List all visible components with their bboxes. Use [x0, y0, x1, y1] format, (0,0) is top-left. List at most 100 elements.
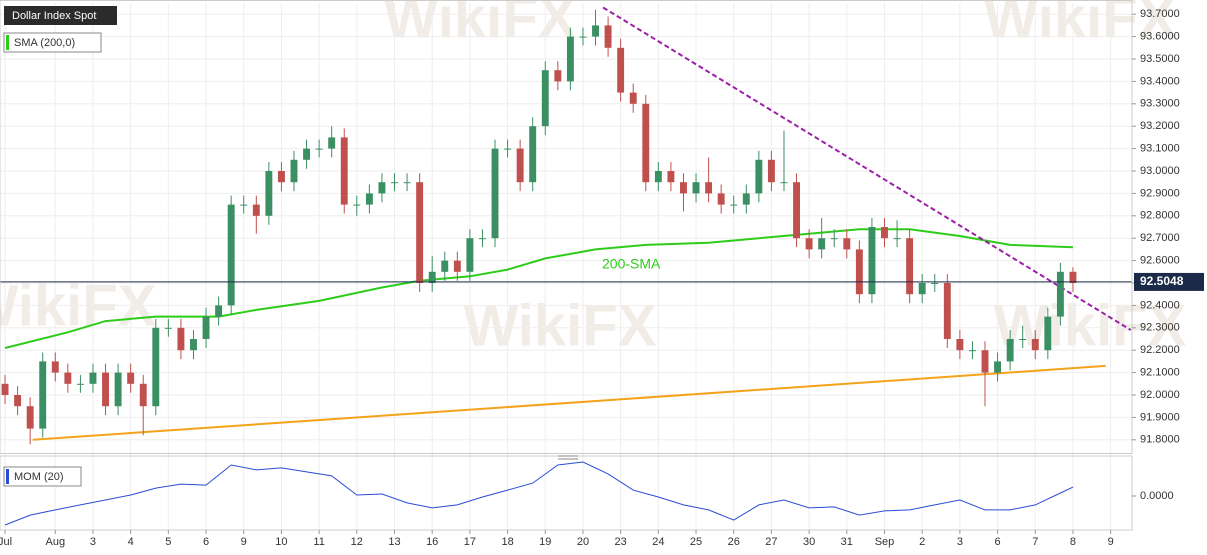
candle-body [340, 137, 348, 205]
mom-legend-swatch [6, 469, 9, 484]
y-tick-label: 93.4000 [1140, 75, 1180, 87]
last-price-label: 92.5048 [1140, 274, 1184, 288]
candle-body [353, 204, 361, 206]
sma-legend-swatch [6, 35, 9, 50]
x-tick-label: 12 [351, 536, 363, 548]
candle-body [855, 249, 863, 295]
candle-body [177, 327, 185, 351]
x-tick-label: 9 [1108, 536, 1114, 548]
candle-body [604, 25, 612, 48]
x-tick-label: 8 [1070, 536, 1076, 548]
candle-body [453, 260, 461, 272]
watermark: WikiFX [464, 293, 657, 358]
candle-body [994, 361, 1002, 373]
x-tick-label: 16 [426, 536, 438, 548]
candle-body [478, 238, 486, 240]
last-price-box [1134, 272, 1204, 291]
candle-body [152, 327, 160, 407]
candle-body [491, 148, 499, 239]
candle-body [76, 383, 84, 385]
candle-body [579, 36, 587, 38]
candle-body [466, 238, 474, 272]
candle-body [566, 36, 574, 82]
candle-body [730, 204, 738, 206]
candle-body [516, 148, 524, 183]
sma-legend-box [3, 32, 102, 53]
y-tick-label: 93.6000 [1140, 31, 1180, 43]
watermark: WikiFX [984, 0, 1177, 50]
candle-body [190, 339, 197, 351]
candle-body [918, 283, 926, 295]
candle-body [265, 171, 273, 216]
candle-body [328, 137, 336, 149]
candle-body [541, 70, 549, 127]
y-tick-label: 93.5000 [1140, 53, 1180, 65]
candle-body [403, 182, 411, 184]
candle-body [102, 372, 109, 407]
candle-body [89, 372, 97, 384]
x-tick-label: 25 [690, 536, 702, 548]
y-tick-label: 92.2000 [1140, 344, 1180, 356]
candle-body [554, 70, 562, 82]
candle-body [1056, 271, 1064, 317]
candle-body [767, 159, 775, 183]
candle-body [906, 238, 914, 295]
sma-legend: SMA (200,0) [14, 37, 75, 49]
candle-body [315, 148, 323, 150]
candle-body [881, 227, 888, 239]
y-tick-label: 92.1000 [1140, 367, 1180, 379]
title-box [4, 6, 117, 25]
candle-body [805, 238, 813, 250]
y-tick-label: 93.7000 [1140, 8, 1180, 20]
candle-body [654, 171, 662, 183]
x-tick-label: 31 [841, 536, 853, 548]
candle-body [1044, 316, 1052, 351]
x-tick-label: 6 [203, 536, 209, 548]
candle-body [943, 283, 951, 339]
candle-body [391, 182, 398, 184]
x-tick-label: 24 [652, 536, 664, 548]
x-tick-label: 2 [919, 536, 925, 548]
candle-body [51, 361, 59, 373]
candle-body [26, 406, 34, 429]
candle-body [1019, 339, 1027, 340]
candle-body [893, 238, 901, 240]
x-tick-label: 3 [90, 536, 96, 548]
y-tick-label: 91.9000 [1140, 411, 1180, 423]
candle-body [780, 182, 788, 184]
candle-body [592, 25, 599, 37]
y-tick-label: 92.7000 [1140, 232, 1180, 244]
candle-body [227, 204, 235, 306]
y-tick-label: 92.4000 [1140, 299, 1180, 311]
candle-body [629, 92, 637, 104]
candle-body [956, 339, 964, 351]
x-tick-label: 18 [501, 536, 513, 548]
candle-body [378, 182, 386, 194]
candle-body [843, 238, 851, 250]
candle-body [931, 283, 939, 284]
x-tick-label: 4 [128, 536, 134, 548]
candle-body [717, 193, 725, 205]
y-tick-label: 92.0000 [1140, 389, 1180, 401]
x-tick-label: 13 [388, 536, 400, 548]
y-tick-label: 93.0000 [1140, 165, 1180, 177]
plot: 200-SMA [0, 6, 1132, 526]
candle-body [114, 372, 122, 407]
candle-body [164, 327, 172, 329]
candle-body [365, 193, 373, 205]
y-tick-label: 92.9000 [1140, 187, 1180, 199]
chart-title: Dollar Index Spot [12, 10, 96, 22]
x-tick-label: 5 [165, 536, 171, 548]
candle-body [529, 126, 537, 183]
y-tick-label: 93.1000 [1140, 143, 1180, 155]
y-tick-label: 92.8000 [1140, 210, 1180, 222]
x-tick-label: 7 [1032, 536, 1038, 548]
candle-body [705, 182, 713, 194]
candle-body [14, 395, 22, 407]
price-panel [0, 0, 1133, 454]
watermark: WikiFX [384, 0, 577, 50]
candle-body [818, 238, 826, 250]
candle-body [252, 204, 260, 216]
